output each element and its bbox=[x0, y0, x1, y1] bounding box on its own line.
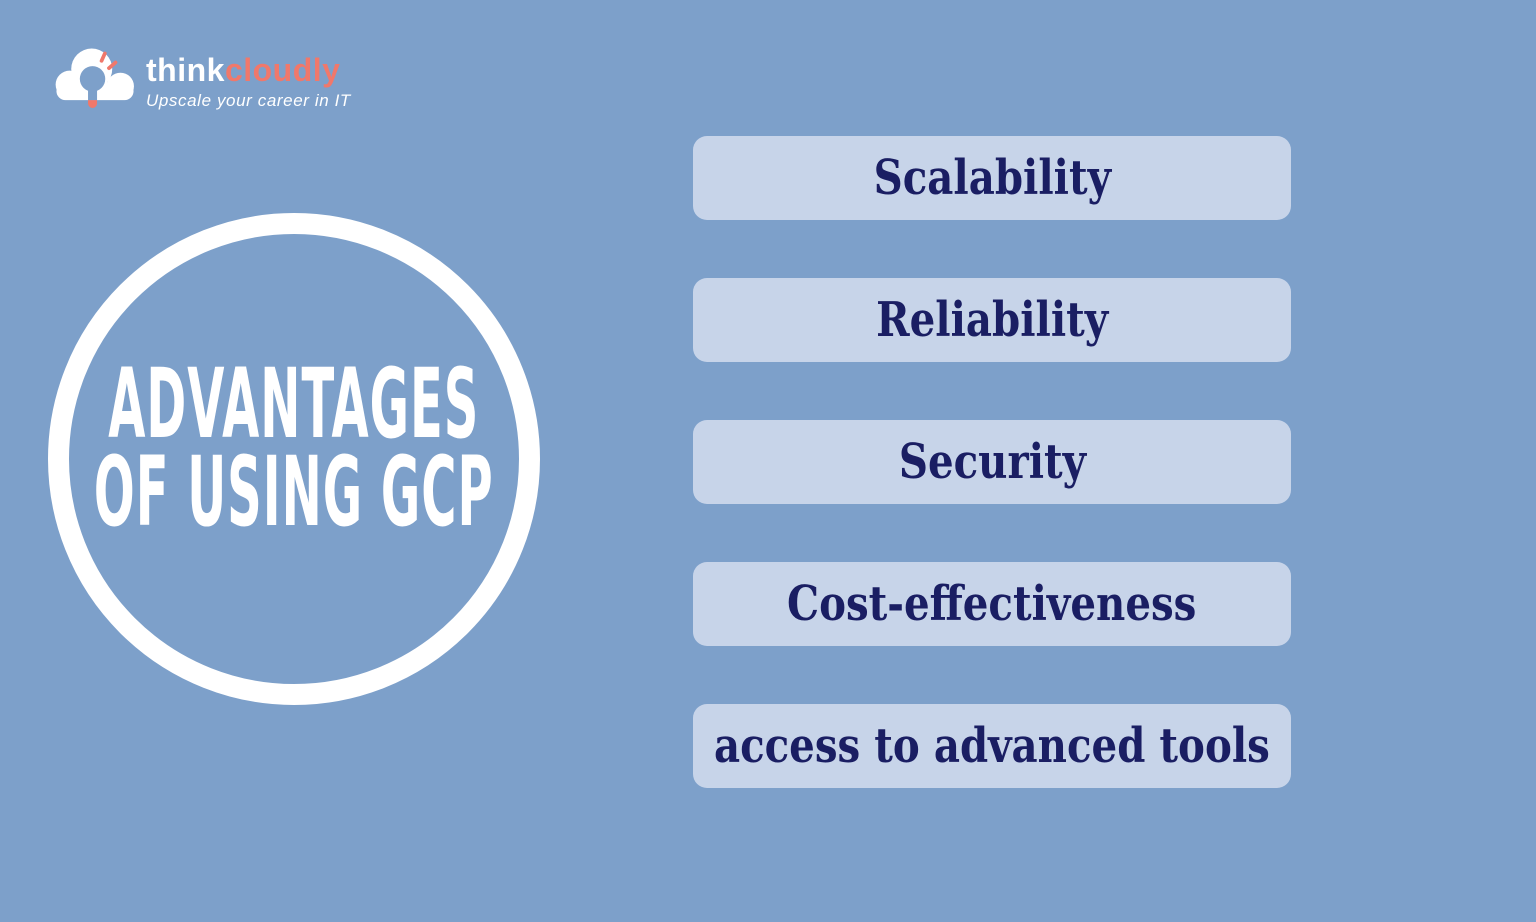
page-title-line-2: OF USING GCP bbox=[94, 436, 494, 548]
brand-logo: thinkcloudly Upscale your career in IT bbox=[54, 44, 351, 115]
advantages-list: Scalability Reliability Security Cost-ef… bbox=[693, 136, 1291, 788]
page-title: ADVANTAGES OF USING GCP bbox=[0, 348, 694, 548]
advantage-pill-advanced-tools: access to advanced tools bbox=[693, 704, 1291, 788]
advantage-pill-cost-effectiveness: Cost-effectiveness bbox=[693, 562, 1291, 646]
cloud-lightbulb-icon bbox=[55, 48, 134, 108]
advantage-pill-scalability: Scalability bbox=[693, 136, 1291, 220]
page-title-line-1: ADVANTAGES bbox=[108, 348, 480, 460]
brand-text: thinkcloudly Upscale your career in IT bbox=[146, 54, 351, 111]
advantage-label: Scalability bbox=[873, 150, 1111, 206]
brand-name-cloudly: cloudly bbox=[224, 52, 341, 88]
advantage-label: Reliability bbox=[875, 292, 1109, 348]
brand-name: thinkcloudly bbox=[146, 54, 351, 86]
advantage-label: access to advanced tools bbox=[714, 718, 1270, 774]
brand-name-think: think bbox=[146, 52, 225, 88]
advantage-pill-security: Security bbox=[693, 420, 1291, 504]
advantage-label: Security bbox=[898, 434, 1086, 490]
advantage-pill-reliability: Reliability bbox=[693, 278, 1291, 362]
advantage-label: Cost-effectiveness bbox=[787, 576, 1197, 632]
brand-tagline: Upscale your career in IT bbox=[146, 91, 351, 110]
title-circle-badge: ADVANTAGES OF USING GCP bbox=[48, 213, 540, 705]
